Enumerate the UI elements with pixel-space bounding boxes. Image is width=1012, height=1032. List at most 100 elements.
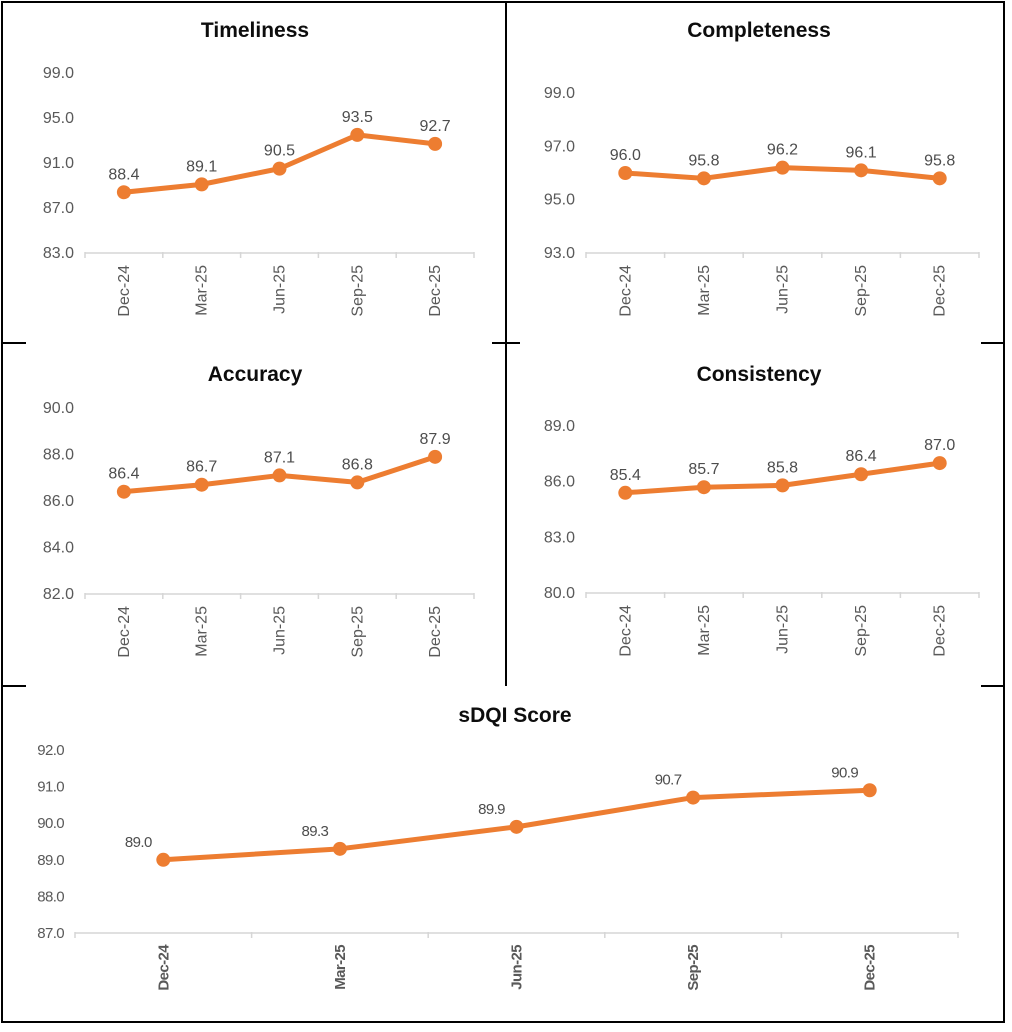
data-point-marker [272, 161, 287, 176]
data-point-marker [350, 475, 365, 490]
data-point-label: 89.0 [125, 834, 152, 851]
x-axis-tick-label: Jun-25 [509, 945, 526, 990]
sdqi-score-chart-panel: sDQI Score 92.0 91.0 90.0 89.0 88.0 87.0 Dec-2… [3, 687, 1005, 1023]
y-axis-tick-label: 91.0 [43, 155, 74, 172]
data-point-marker [854, 467, 869, 482]
data-point-label: 85.8 [767, 459, 798, 476]
y-axis-tick-label: 83.0 [43, 245, 74, 262]
x-axis-tick-label: Dec-25 [427, 265, 444, 317]
y-axis-tick-label: 89.0 [37, 852, 64, 869]
timeliness-line-chart: Timeliness 99.0 95.0 91.0 87.0 83.0 Dec-24 Mar… [43, 19, 475, 317]
x-axis-tick-label: Mar-25 [696, 265, 713, 316]
x-axis-tick-label: Sep-25 [349, 265, 366, 317]
data-point-label: 85.4 [610, 467, 641, 484]
data-point-marker [428, 449, 443, 464]
timeliness-chart-panel: Timeliness 99.0 95.0 91.0 87.0 83.0 Dec-24 Mar… [3, 3, 504, 343]
y-axis-tick-label: 97.0 [544, 138, 575, 155]
row-divider-mark-right [981, 685, 1005, 687]
chart-title: Timeliness [201, 19, 309, 42]
data-point-marker [686, 790, 701, 805]
consistency-line-chart: Consistency 89.0 86.0 83.0 80.0 Dec-24 Mar-25… [544, 363, 980, 657]
data-point-label: 85.7 [688, 461, 719, 478]
y-axis-tick-label: 90.0 [37, 815, 64, 832]
data-point-label: 89.3 [302, 823, 329, 840]
accuracy-chart-panel: Accuracy 90.0 88.0 86.0 84.0 82.0 Dec-24 Mar-2… [3, 344, 504, 685]
data-point-marker [350, 127, 365, 142]
x-axis-tick-label: Sep-25 [853, 605, 870, 657]
data-point-label: 87.9 [420, 431, 451, 448]
y-axis-tick-label: 83.0 [544, 529, 575, 546]
data-point-marker [272, 468, 287, 483]
y-axis-tick-label: 80.0 [544, 585, 575, 602]
y-axis-tick-label: 88.0 [37, 888, 64, 905]
data-point-label: 95.8 [924, 152, 955, 169]
x-axis-tick-label: Sep-25 [349, 606, 366, 658]
row-divider-mark-right [981, 342, 1005, 344]
data-point-marker [156, 852, 171, 867]
y-axis-tick-label: 89.0 [544, 418, 575, 435]
data-point-label: 88.4 [108, 166, 139, 183]
y-axis-tick-label: 91.0 [37, 779, 64, 796]
x-axis-tick-label: Dec-24 [617, 265, 634, 317]
y-axis-tick-label: 87.0 [37, 925, 64, 942]
data-point-label: 96.1 [846, 144, 877, 161]
data-point-marker [194, 177, 209, 192]
data-point-marker [428, 136, 443, 151]
data-point-label: 90.5 [264, 143, 295, 160]
y-axis-tick-label: 95.0 [544, 192, 575, 209]
x-axis-tick-label: Dec-24 [617, 605, 634, 657]
data-point-marker [696, 480, 711, 495]
y-axis-tick-label: 99.0 [544, 85, 575, 102]
sdqi-score-line-chart: sDQI Score 92.0 91.0 90.0 89.0 88.0 87.0 Dec-2… [37, 704, 959, 991]
x-axis-tick-label: Mar-25 [332, 945, 349, 990]
completeness-chart-panel: Completeness 99.0 97.0 95.0 93.0 Dec-24 Mar-2… [507, 3, 1005, 343]
data-point-marker [618, 485, 633, 500]
data-point-label: 90.9 [831, 764, 858, 781]
data-point-label: 86.4 [108, 466, 139, 483]
y-axis-tick-label: 93.0 [544, 245, 575, 262]
data-point-label: 87.0 [924, 437, 955, 454]
y-axis-tick-label: 84.0 [43, 540, 74, 557]
y-axis-tick-label: 92.0 [37, 742, 64, 759]
data-point-label: 86.8 [342, 456, 373, 473]
x-axis-tick-label: Jun-25 [272, 265, 289, 314]
data-point-marker [116, 185, 131, 200]
chart-title: Consistency [697, 363, 822, 386]
data-point-label: 89.9 [478, 801, 505, 818]
y-axis-tick-label: 99.0 [43, 65, 74, 82]
x-axis-tick-label: Mar-25 [696, 605, 713, 656]
y-axis-tick-label: 95.0 [43, 110, 74, 127]
data-point-marker [862, 783, 877, 798]
y-axis-tick-label: 86.0 [43, 493, 74, 510]
accuracy-line-chart: Accuracy 90.0 88.0 86.0 84.0 82.0 Dec-24 Mar-2… [43, 363, 475, 658]
y-axis-tick-label: 86.0 [544, 474, 575, 491]
x-axis-tick-label: Dec-25 [862, 945, 879, 991]
x-axis-tick-label: Jun-25 [775, 605, 792, 654]
data-point-marker [696, 171, 711, 186]
data-point-marker [116, 484, 131, 499]
data-point-label: 93.5 [342, 109, 373, 126]
y-axis-tick-label: 82.0 [43, 586, 74, 603]
x-axis-tick-label: Dec-25 [932, 605, 949, 657]
data-point-marker [854, 163, 869, 178]
data-point-marker [618, 166, 633, 180]
x-axis-tick-label: Dec-25 [427, 606, 444, 658]
data-point-label: 90.7 [655, 772, 682, 789]
x-axis-tick-label: Sep-25 [853, 265, 870, 317]
data-point-label: 86.7 [186, 459, 217, 476]
data-point-label: 89.1 [186, 158, 217, 175]
x-axis-tick-label: Sep-25 [685, 945, 702, 991]
x-axis-tick-label: Dec-25 [932, 265, 949, 317]
y-axis-tick-label: 88.0 [43, 447, 74, 464]
data-point-marker [932, 456, 947, 471]
x-axis-tick-label: Dec-24 [155, 944, 172, 991]
data-point-marker [932, 171, 947, 186]
x-axis-tick-label: Jun-25 [272, 606, 289, 655]
consistency-chart-panel: Consistency 89.0 86.0 83.0 80.0 Dec-24 Mar-25… [507, 344, 1005, 685]
data-point-label: 95.8 [688, 152, 719, 169]
x-axis-tick-label: Mar-25 [194, 265, 211, 316]
data-point-marker [194, 477, 209, 492]
row-divider-mark-left [1, 342, 26, 344]
row-divider-mark-left [1, 685, 26, 687]
